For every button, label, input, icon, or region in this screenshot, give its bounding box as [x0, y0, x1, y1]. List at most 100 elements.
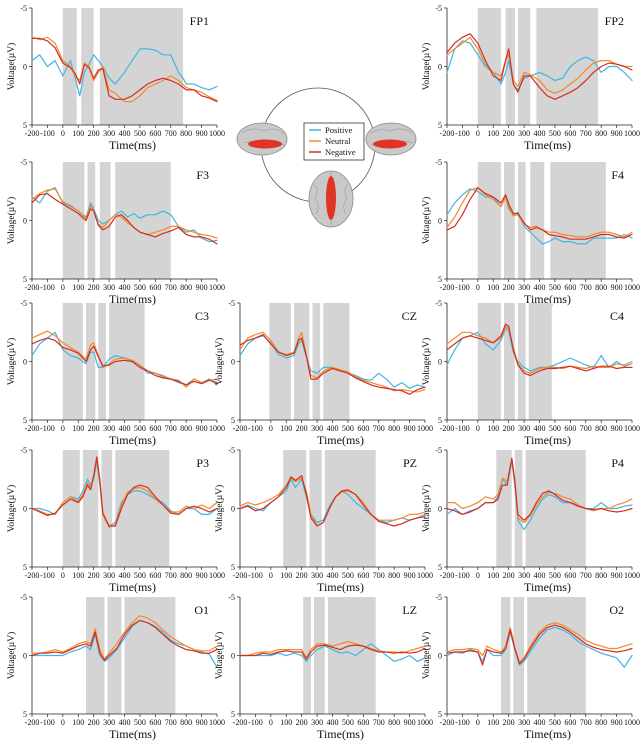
x-axis-title: Time(ms) [524, 433, 571, 447]
x-tick-label: 400 [327, 424, 339, 433]
x-tick-label: 500 [342, 424, 354, 433]
series-negative-line [31, 37, 218, 103]
x-tick-label: 500 [549, 571, 561, 580]
x-tick-label: 800 [595, 129, 607, 138]
x-tick-label: 100 [487, 424, 499, 433]
x-tick-label: 200 [88, 424, 100, 433]
x-tick-label: -200 [25, 129, 40, 138]
y-tick-label: 5 [23, 416, 27, 425]
y-tick-label: 5 [231, 416, 235, 425]
x-tick-label: 200 [503, 129, 515, 138]
x-tick-label: 900 [611, 424, 623, 433]
x-tick-label: 700 [373, 718, 385, 727]
x-tick-label: -200 [233, 718, 248, 727]
x-tick-label: 200 [503, 571, 515, 580]
y-tick-label: 0 [23, 358, 27, 367]
channel-label: P3 [196, 456, 209, 470]
x-tick-label: 300 [311, 718, 323, 727]
y-tick-label: -5 [435, 593, 442, 602]
x-tick-label: 900 [404, 718, 416, 727]
x-tick-label: 800 [595, 718, 607, 727]
y-tick-label: -5 [20, 4, 27, 13]
x-axis-title: Time(ms) [524, 292, 571, 306]
channel-label: C4 [610, 309, 624, 323]
shaded-window [477, 303, 501, 420]
y-tick-label: 5 [438, 416, 442, 425]
x-tick-label: 300 [518, 718, 530, 727]
legend: Positive Neutral Negative [303, 122, 365, 161]
x-axis-title: Time(ms) [524, 580, 571, 594]
series-negative-line [239, 475, 426, 527]
y-axis-title: Voltage(µV) [421, 632, 432, 680]
y-tick-label: -5 [20, 593, 27, 602]
x-tick-label: 600 [149, 129, 161, 138]
x-tick-label: 100 [487, 571, 499, 580]
y-axis-title: Voltage(µV) [6, 485, 17, 533]
shaded-window [504, 162, 515, 279]
channel-label: CZ [402, 309, 417, 323]
x-tick-label: 700 [580, 283, 592, 292]
x-tick-label: 600 [149, 283, 161, 292]
x-tick-label: 1000 [209, 129, 225, 138]
shaded-window [323, 303, 350, 420]
y-tick-label: 0 [231, 652, 235, 661]
x-tick-label: -100 [248, 571, 263, 580]
x-tick-label: 400 [534, 129, 546, 138]
series-positive-line [31, 619, 218, 668]
x-tick-label: 1000 [209, 424, 225, 433]
shaded-window [525, 450, 586, 567]
shaded-window [107, 597, 122, 714]
x-tick-label: 800 [595, 283, 607, 292]
x-tick-label: 0 [476, 129, 480, 138]
x-tick-label: 200 [88, 571, 100, 580]
series-negative-line [239, 644, 426, 660]
x-tick-label: 100 [280, 424, 292, 433]
x-tick-label: 1000 [624, 424, 640, 433]
y-tick-label: -5 [228, 299, 235, 308]
y-tick-label: 5 [438, 710, 442, 719]
x-tick-label: 400 [534, 424, 546, 433]
series-neutral-line [446, 458, 633, 524]
x-tick-label: 700 [580, 129, 592, 138]
channel-label: O2 [609, 603, 624, 617]
shaded-window [327, 597, 376, 714]
x-tick-label: -200 [25, 571, 40, 580]
shaded-window [86, 303, 96, 420]
x-tick-label: 0 [61, 129, 65, 138]
panel-c3: -5 0 5-200 -100 0 100 200 300 400 500 600 700 800 900… [6, 299, 225, 447]
shaded-window [269, 303, 291, 420]
x-tick-label: 700 [580, 571, 592, 580]
shaded-window [283, 450, 307, 567]
x-tick-label: 500 [134, 129, 146, 138]
y-tick-label: 0 [438, 63, 442, 72]
x-tick-label: 500 [134, 283, 146, 292]
x-tick-label: 300 [518, 129, 530, 138]
brain-right-icon [365, 122, 417, 156]
x-tick-label: 600 [357, 424, 369, 433]
shaded-window [517, 8, 531, 125]
x-tick-label: 800 [595, 424, 607, 433]
x-tick-label: 100 [72, 424, 84, 433]
y-axis-title: Voltage(µV) [421, 338, 432, 386]
brain-top-icon [308, 170, 354, 228]
x-tick-label: -100 [248, 718, 263, 727]
series-negative-line [446, 187, 633, 240]
series-neutral-line [239, 640, 426, 659]
x-tick-label: -200 [25, 718, 40, 727]
y-tick-label: 5 [23, 710, 27, 719]
shaded-window [477, 162, 501, 279]
series-negative-line [31, 456, 218, 527]
y-tick-label: -5 [435, 4, 442, 13]
shaded-window [99, 162, 111, 279]
x-tick-label: 900 [196, 283, 208, 292]
x-tick-label: 500 [134, 571, 146, 580]
x-tick-label: 500 [342, 571, 354, 580]
y-tick-label: -5 [20, 158, 27, 167]
x-tick-label: 0 [476, 571, 480, 580]
x-tick-label: 900 [611, 129, 623, 138]
x-tick-label: 200 [296, 718, 308, 727]
x-axis-title: Time(ms) [109, 138, 156, 152]
x-tick-label: 200 [503, 718, 515, 727]
x-tick-label: 700 [580, 424, 592, 433]
x-tick-label: 600 [149, 424, 161, 433]
